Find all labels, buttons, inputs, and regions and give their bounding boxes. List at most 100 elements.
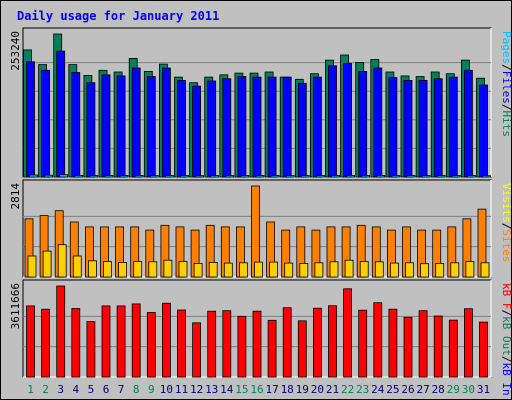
bar [161, 302, 171, 378]
x-tick-label: 3 [57, 383, 64, 396]
bar [267, 76, 277, 178]
bar [433, 78, 443, 178]
x-tick-label: 12 [190, 383, 203, 396]
bar [177, 80, 186, 178]
bar [374, 261, 384, 278]
x-tick-label: 21 [326, 383, 339, 396]
bar [388, 77, 398, 178]
x-tick-label: 6 [103, 383, 110, 396]
bar [74, 174, 84, 178]
panel-kbytes: 3611666 kB F/kB Out/kB In [9, 279, 512, 396]
legend-part: / [500, 356, 512, 363]
bar [131, 303, 141, 378]
x-tick-label: 23 [356, 383, 369, 396]
bar [131, 67, 141, 178]
bar [314, 262, 324, 278]
bar [418, 80, 428, 178]
series-visits [27, 244, 490, 278]
bar [237, 315, 247, 378]
bar [376, 174, 386, 178]
bar [116, 305, 126, 378]
bar [222, 78, 232, 178]
bar [391, 175, 401, 178]
x-tick-label: 26 [401, 383, 414, 396]
bar [436, 175, 446, 178]
bar [254, 261, 263, 278]
x-tick-label: 18 [281, 383, 294, 396]
bar [178, 261, 188, 278]
panel-axis-legend: Visits/Sites [500, 183, 512, 263]
bar [299, 262, 309, 278]
legend-part: Visits [500, 183, 512, 223]
panel-max-label: 253240 [9, 31, 22, 71]
bar [207, 80, 217, 178]
bar [282, 307, 292, 378]
bar [297, 320, 307, 378]
bar [192, 322, 202, 378]
x-tick-label: 7 [118, 383, 125, 396]
bar [300, 175, 310, 178]
bar [466, 175, 476, 178]
x-tick-label: 10 [160, 383, 173, 396]
bar [146, 76, 156, 178]
bar [343, 63, 353, 178]
bar [284, 262, 294, 278]
series-pages [29, 174, 491, 178]
x-tick-label: 22 [341, 383, 354, 396]
bar [59, 174, 69, 178]
bar [373, 67, 383, 178]
bar [388, 308, 398, 378]
bar [238, 262, 248, 278]
bar [41, 308, 50, 378]
bar [88, 260, 97, 278]
panel-axis-legend: Pages/Files/Hits [500, 31, 512, 137]
bar [72, 255, 82, 278]
x-tick-label: 31 [477, 383, 490, 396]
legend-part: / [500, 223, 512, 230]
bar [177, 309, 186, 378]
x-tick-label: 8 [133, 383, 140, 396]
bar [479, 84, 488, 178]
bar [403, 316, 413, 378]
bar [101, 74, 111, 178]
bar [29, 174, 38, 178]
legend-part: kB F [500, 283, 512, 310]
bar [27, 255, 37, 278]
bar [282, 76, 292, 178]
x-tick-label: 17 [265, 383, 278, 396]
bar [26, 305, 35, 378]
bar [118, 261, 127, 278]
bar [328, 305, 337, 378]
bar [148, 261, 158, 278]
bar [269, 261, 279, 278]
bar [26, 61, 35, 178]
bar [359, 261, 369, 278]
x-tick-label: 16 [250, 383, 263, 396]
bar [403, 80, 413, 178]
bar [104, 175, 114, 178]
bar [329, 261, 339, 278]
bar [195, 175, 205, 178]
bar [163, 259, 173, 278]
bar [207, 310, 217, 378]
bar [161, 67, 171, 178]
bar [119, 175, 129, 178]
bar [134, 174, 144, 178]
bar [192, 85, 202, 178]
bar [373, 302, 383, 378]
bar [222, 310, 232, 378]
bar [420, 263, 430, 278]
bar [149, 175, 159, 178]
bar [240, 175, 250, 178]
bar [193, 262, 203, 278]
bar [331, 174, 340, 178]
bar [71, 308, 81, 378]
x-tick-label: 14 [220, 383, 234, 396]
bar [448, 76, 458, 178]
legend-part: / [500, 64, 512, 71]
x-tick-label: 30 [462, 383, 475, 396]
bar [56, 50, 66, 178]
series-sites [24, 185, 487, 278]
bar [451, 175, 461, 178]
bar [328, 65, 337, 178]
